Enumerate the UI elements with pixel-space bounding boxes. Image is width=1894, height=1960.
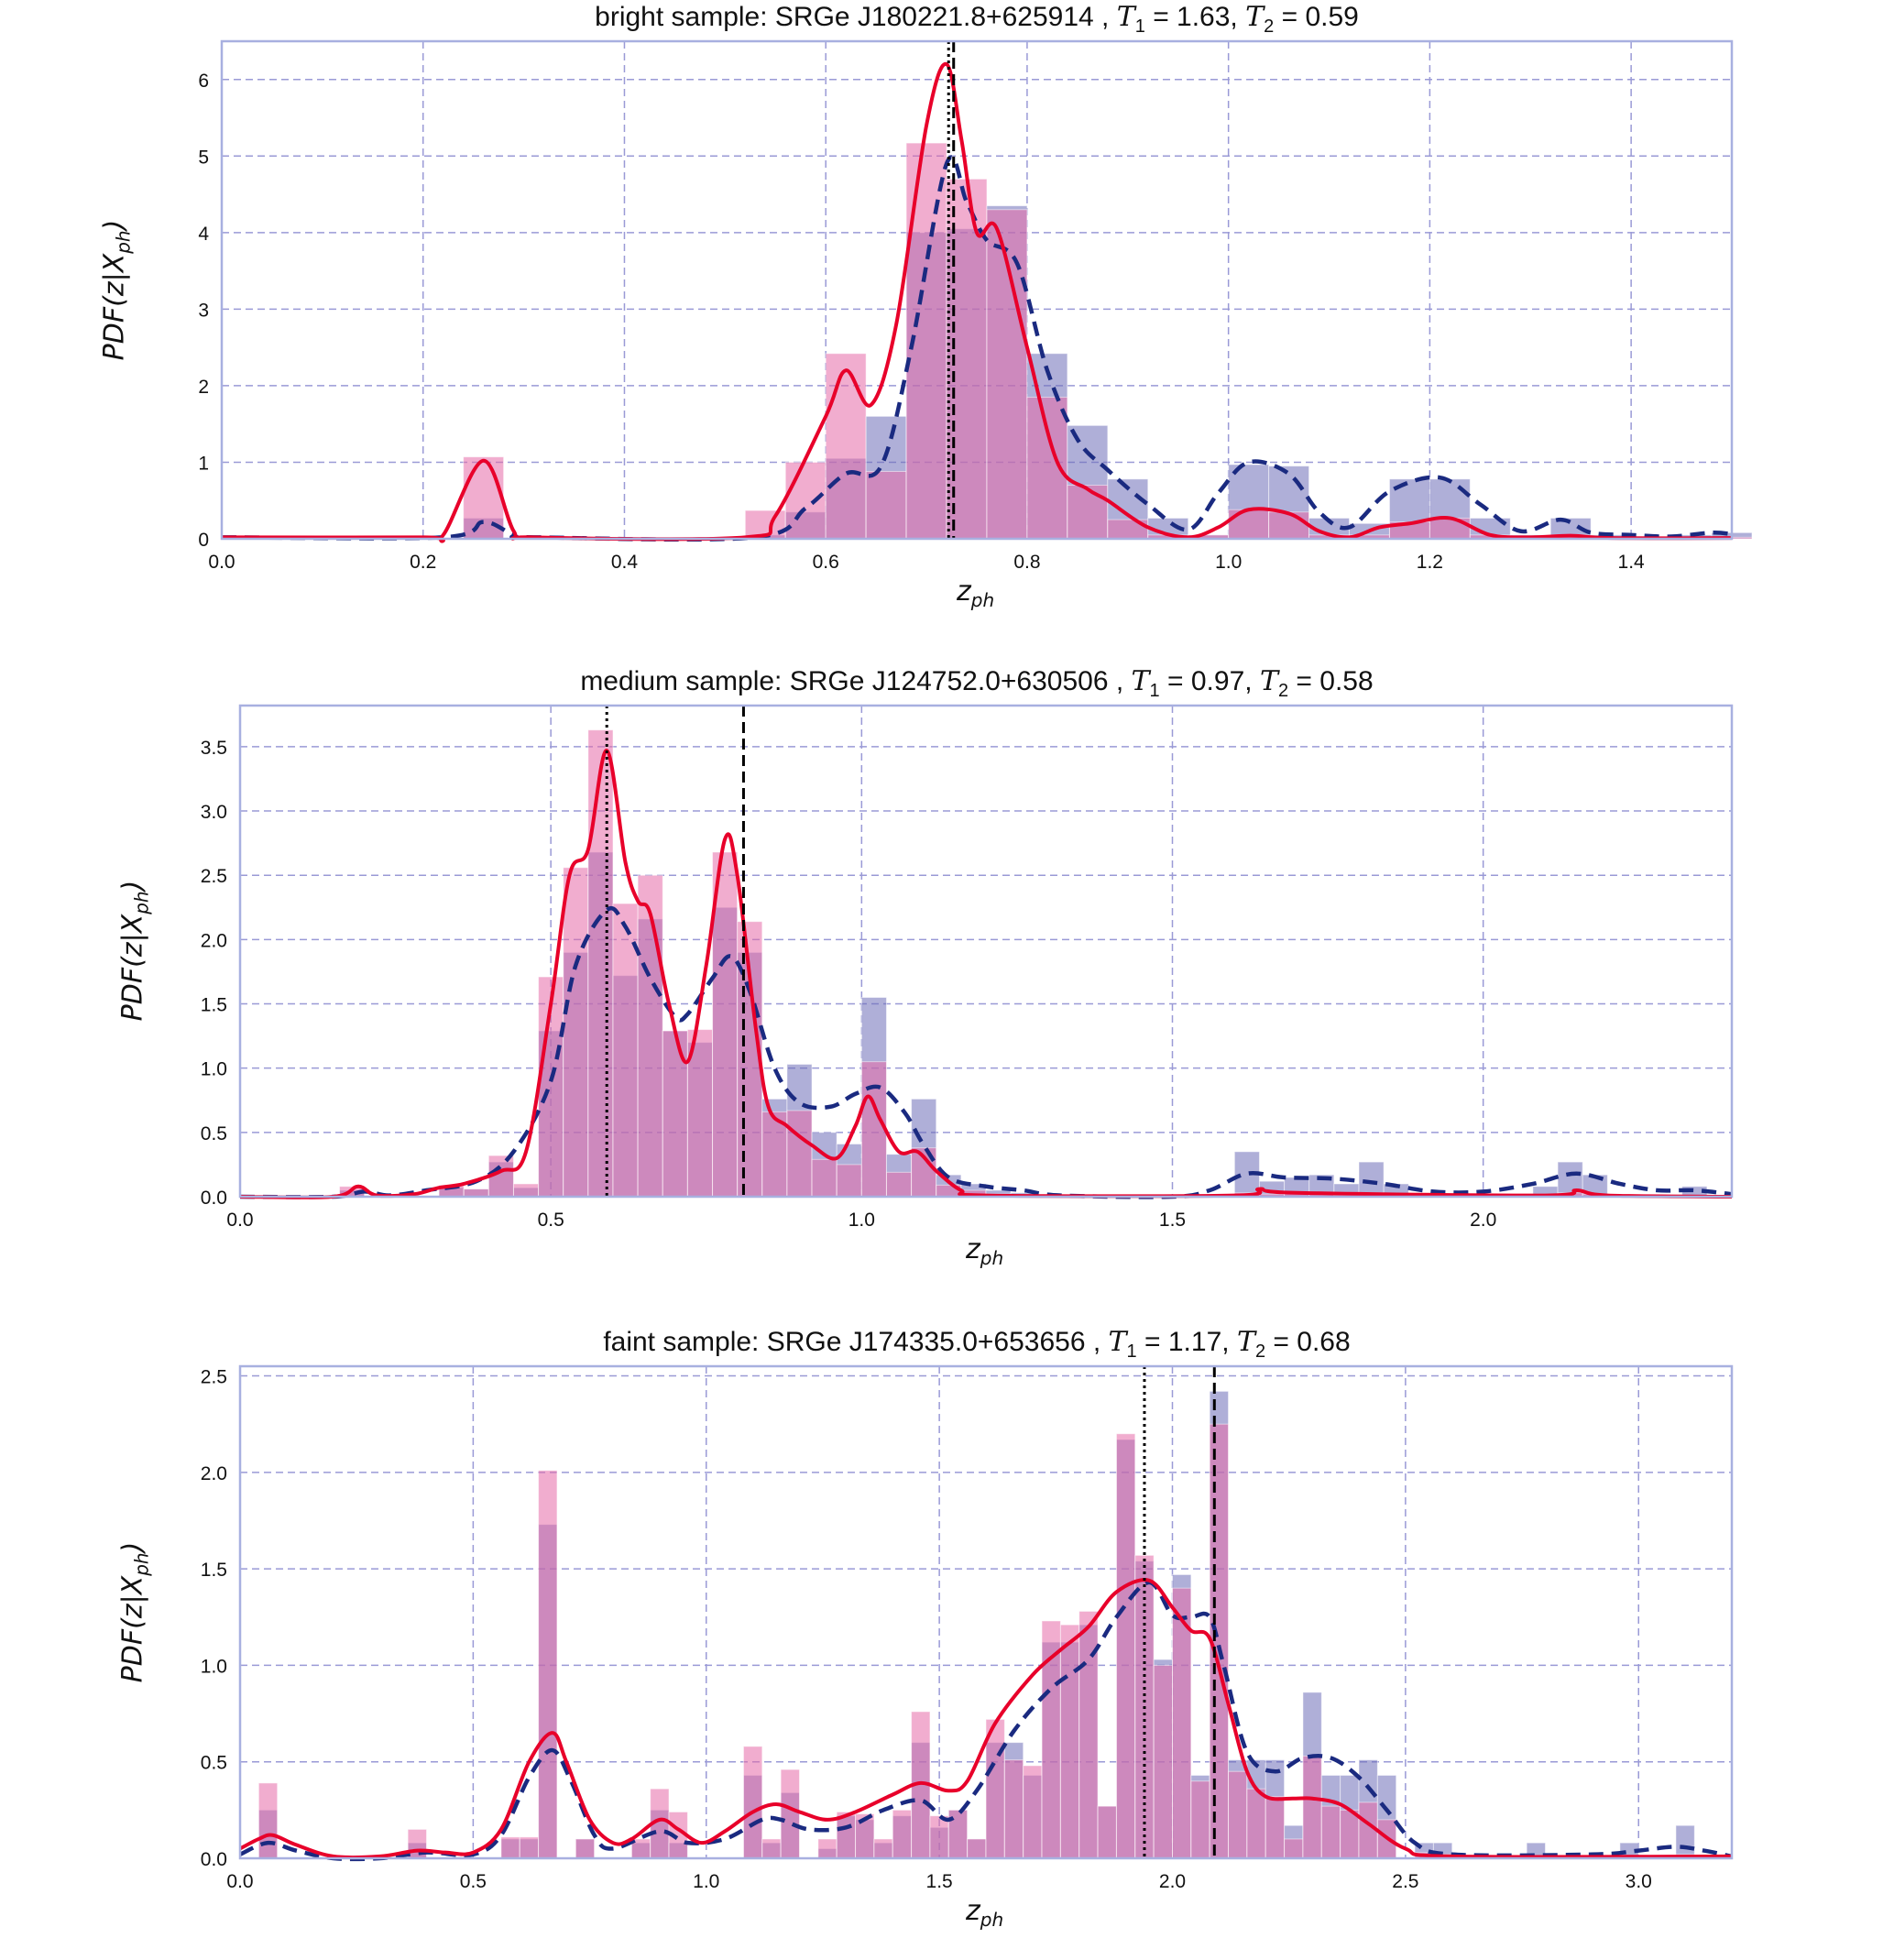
- chart-title: faint sample: SRGe J174335.0+653656 , T1…: [603, 1326, 1351, 1362]
- histogram-bar-a: [817, 1838, 838, 1859]
- x-tick-label: 1.4: [1618, 552, 1646, 573]
- histogram-bar-a: [1003, 1759, 1024, 1859]
- chart-title: medium sample: SRGe J124752.0+630506 , T…: [580, 665, 1374, 701]
- x-tick-label: 0.8: [1013, 552, 1040, 573]
- x-tick-label: 2.5: [1392, 1871, 1418, 1892]
- curve-b-dashed: [239, 905, 1733, 1199]
- histogram-bar-a: [967, 1838, 987, 1859]
- axes-frame: [238, 704, 1734, 1199]
- y-tick-label: 0.5: [201, 1123, 227, 1144]
- histogram-bar-a: [985, 1718, 1005, 1859]
- x-tick-label: 0.0: [208, 552, 235, 573]
- curve-a-solid: [239, 1578, 1733, 1860]
- histogram-bar-b: [1675, 1824, 1695, 1859]
- x-tick-label: 1.0: [1215, 552, 1242, 573]
- x-tick-label: 2.0: [1159, 1871, 1186, 1892]
- y-tick-label: 2.5: [201, 1367, 227, 1388]
- x-tick-label: 3.0: [1626, 1871, 1652, 1892]
- y-tick-label: 2: [198, 377, 209, 398]
- histogram-bar-a: [885, 1171, 913, 1198]
- y-tick-label: 0.5: [201, 1753, 227, 1774]
- x-tick-label: 0.2: [410, 552, 436, 573]
- curve-a-solid: [239, 749, 1733, 1199]
- y-tick-label: 0.0: [201, 1188, 227, 1209]
- x-tick-label: 1.5: [926, 1871, 953, 1892]
- histogram-bar-a: [1067, 485, 1109, 540]
- histogram-bar-a: [712, 851, 739, 1198]
- histogram-bar-a: [1284, 1838, 1304, 1859]
- x-axis-label: zph: [966, 1233, 1004, 1269]
- histogram-bar-a: [786, 1110, 813, 1198]
- histogram-bar-a: [1246, 1788, 1266, 1859]
- x-tick-label: 0.5: [538, 1210, 564, 1231]
- histogram-bar-a: [825, 353, 867, 540]
- x-axis-label: zph: [957, 575, 995, 611]
- y-tick-label: 1.0: [201, 1059, 227, 1080]
- histogram-bar-a: [1097, 1805, 1117, 1859]
- axes-frame: [220, 39, 1734, 541]
- y-tick-label: 2.0: [201, 1463, 227, 1484]
- histogram-bar-a: [257, 1782, 279, 1859]
- x-tick-label: 0.0: [226, 1210, 253, 1231]
- x-tick-label: 2.0: [1470, 1210, 1496, 1231]
- x-tick-label: 0.6: [813, 552, 839, 573]
- x-axis-label: zph: [966, 1895, 1004, 1931]
- histogram-bar-a: [1153, 1664, 1174, 1859]
- y-tick-label: 1: [198, 453, 209, 474]
- histogram-bar-a: [637, 874, 663, 1198]
- x-tick-label: 0.0: [226, 1871, 253, 1892]
- histogram-bar-a: [1302, 1755, 1322, 1859]
- axes-frame: [238, 1364, 1734, 1860]
- histogram-bar-a: [873, 1838, 893, 1859]
- y-tick-label: 0: [198, 530, 209, 551]
- y-tick-label: 0.0: [201, 1849, 227, 1870]
- histogram-bar-a: [892, 1809, 913, 1859]
- curve-b-dashed: [239, 1580, 1733, 1862]
- histogram-bar-a: [1228, 1770, 1248, 1859]
- histogram-bar-a: [563, 867, 589, 1198]
- y-tick-label: 1.0: [201, 1656, 227, 1677]
- y-tick-label: 2.5: [201, 866, 227, 887]
- histogram-bar-a: [587, 729, 614, 1198]
- histogram-bar-a: [519, 1836, 540, 1859]
- x-tick-label: 1.0: [693, 1871, 719, 1892]
- histogram-bar-a: [538, 1470, 558, 1859]
- x-tick-label: 1.0: [848, 1210, 875, 1231]
- histogram-bar-a: [761, 1838, 782, 1859]
- y-tick-label: 6: [198, 71, 209, 92]
- histogram-bar-a: [1115, 1433, 1136, 1859]
- y-tick-label: 3: [198, 300, 209, 321]
- histogram-bar-a: [929, 1815, 949, 1859]
- y-tick-label: 1.5: [201, 995, 227, 1016]
- y-tick-label: 3.5: [201, 738, 227, 759]
- y-tick-label: 2.0: [201, 930, 227, 951]
- x-tick-label: 1.5: [1159, 1210, 1186, 1231]
- histogram-bar-a: [742, 1746, 763, 1859]
- y-tick-label: 1.5: [201, 1560, 227, 1581]
- y-tick-label: 3.0: [201, 802, 227, 823]
- x-tick-label: 1.2: [1417, 552, 1443, 573]
- histogram-bar-a: [1023, 1765, 1043, 1859]
- histogram-bar-a: [1340, 1809, 1360, 1859]
- histogram-bar-a: [865, 470, 907, 540]
- histogram-bar-a: [1264, 1796, 1286, 1859]
- histogram-bar-a: [500, 1836, 520, 1859]
- y-tick-label: 5: [198, 147, 209, 168]
- y-tick-label: 4: [198, 224, 209, 245]
- histogram-bar-a: [575, 1838, 596, 1859]
- histogram-bar-a: [1320, 1805, 1341, 1859]
- histogram-bar-a: [1059, 1624, 1080, 1859]
- x-tick-label: 0.4: [611, 552, 639, 573]
- histogram-bar-a: [780, 1768, 801, 1859]
- curve-b-dashed: [221, 155, 1733, 542]
- chart-title: bright sample: SRGe J180221.8+625914 , T…: [595, 1, 1359, 37]
- x-tick-label: 0.5: [460, 1871, 487, 1892]
- histogram-bar-a: [1190, 1780, 1210, 1859]
